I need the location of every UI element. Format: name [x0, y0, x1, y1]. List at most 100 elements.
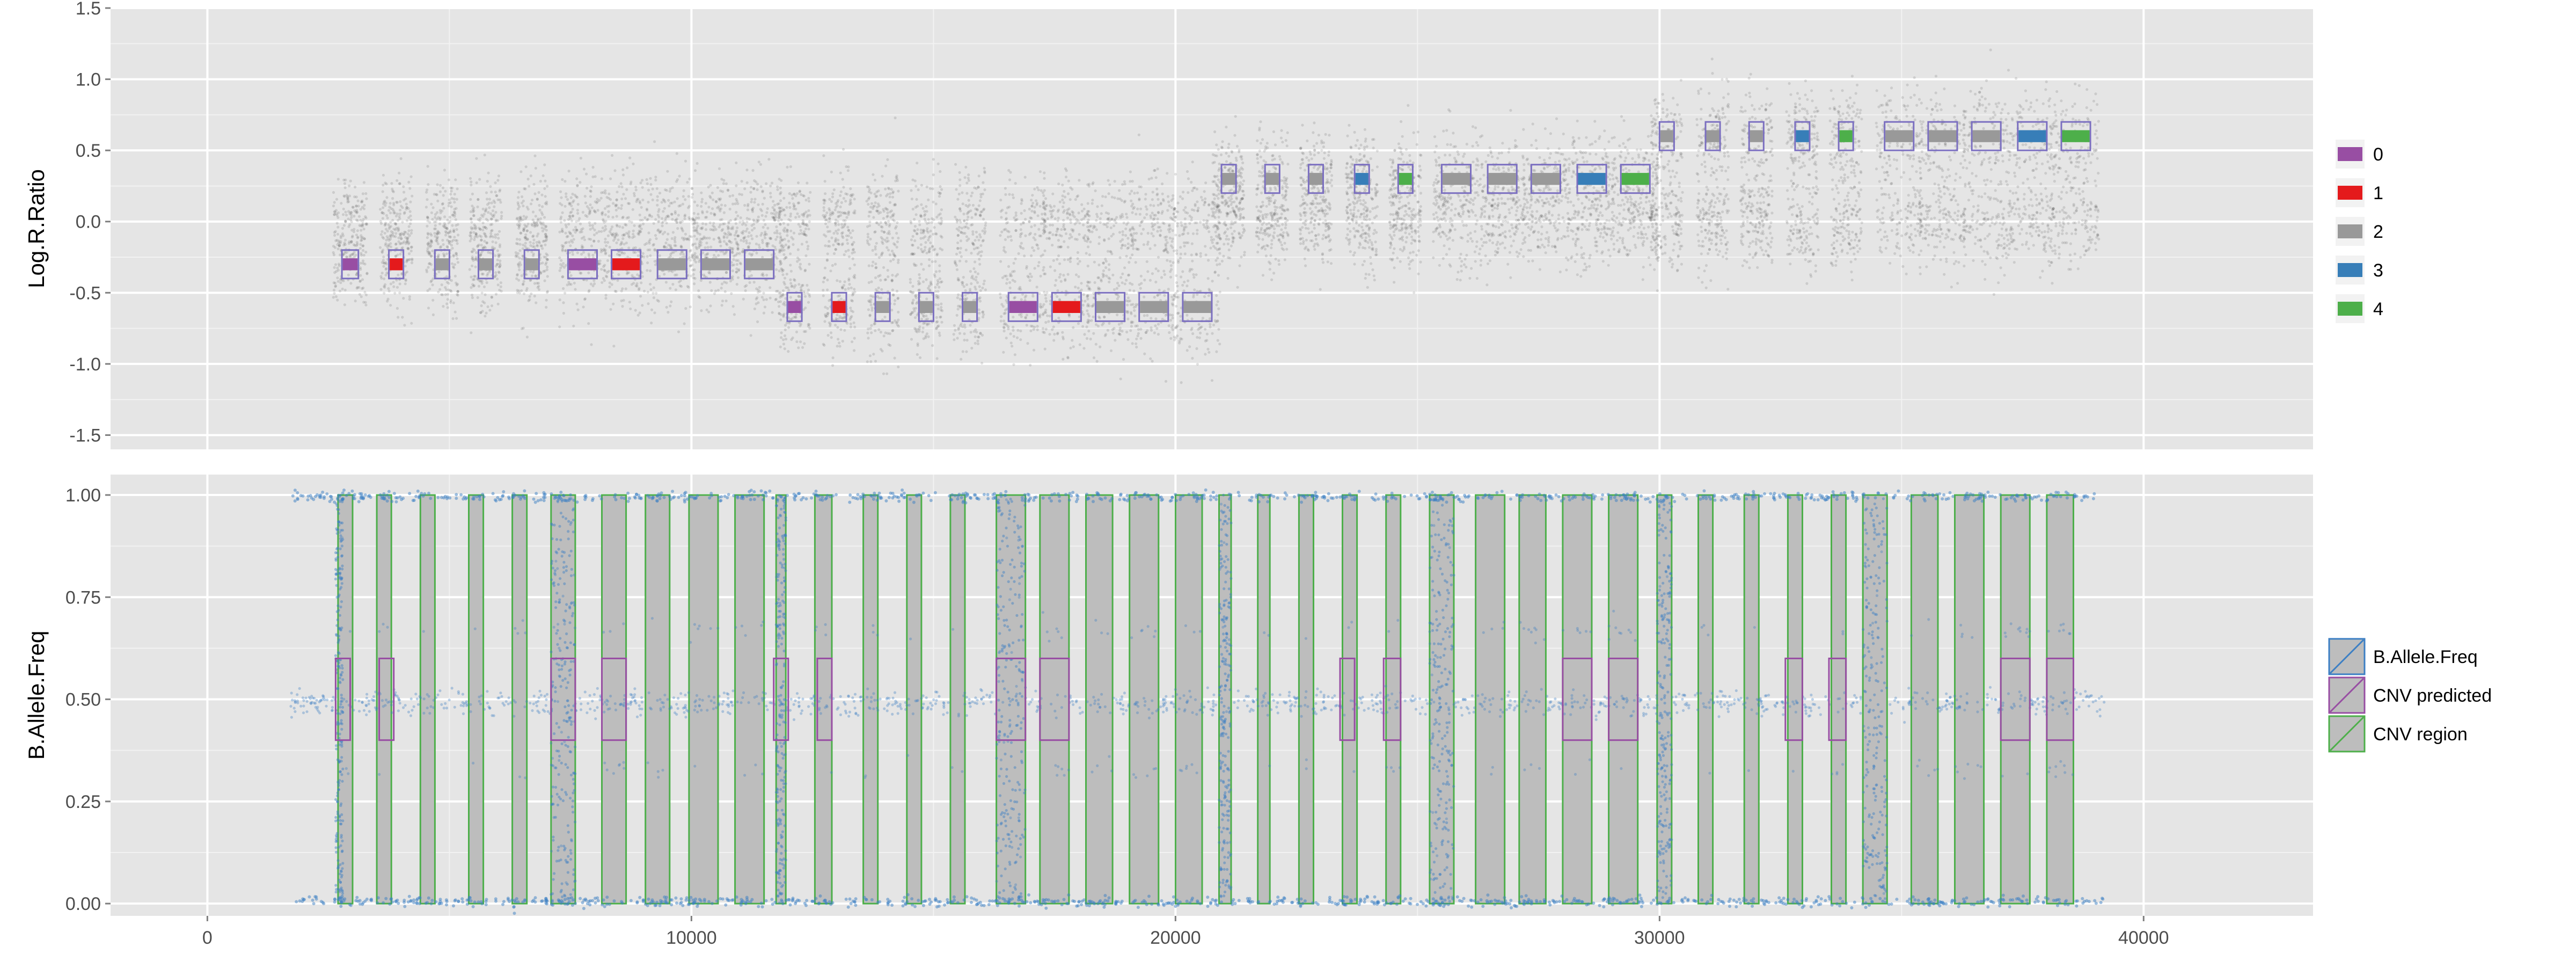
- lrr-point: [852, 310, 854, 313]
- lrr-point: [440, 212, 442, 214]
- lrr-point: [445, 252, 448, 255]
- lrr-point: [848, 267, 851, 270]
- lrr-point: [649, 193, 652, 196]
- lrr-point: [895, 176, 897, 179]
- lrr-point: [886, 158, 889, 161]
- lrr-point: [919, 356, 921, 359]
- lrr-point: [654, 218, 657, 221]
- lrr-point: [356, 220, 359, 222]
- lrr-point: [593, 209, 596, 212]
- lrr-point: [702, 273, 705, 276]
- lrr-point: [782, 303, 785, 305]
- lrr-point: [656, 187, 658, 190]
- lrr-point: [894, 203, 897, 206]
- lrr-point: [532, 210, 535, 213]
- lrr-point: [974, 208, 977, 210]
- lrr-point: [736, 263, 738, 266]
- lrr-point: [561, 248, 564, 251]
- lrr-point: [623, 252, 626, 254]
- lrr-point: [1086, 184, 1089, 186]
- lrr-point: [336, 233, 339, 236]
- lrr-point: [526, 238, 529, 241]
- lrr-point: [1168, 331, 1170, 334]
- lrr-point: [969, 270, 972, 273]
- lrr-point: [447, 298, 449, 301]
- lrr-point: [979, 254, 982, 257]
- lrr-point: [1095, 343, 1097, 346]
- lrr-point: [1082, 237, 1085, 240]
- lrr-point: [442, 243, 445, 246]
- lrr-point: [1097, 264, 1100, 266]
- lrr-point: [850, 323, 852, 325]
- lrr-point: [779, 193, 781, 195]
- lrr-point: [846, 238, 848, 241]
- lrr-point: [869, 327, 872, 330]
- lrr-point: [939, 334, 941, 337]
- lrr-point: [894, 319, 896, 322]
- lrr-point: [1003, 326, 1006, 329]
- lrr-point: [655, 237, 657, 240]
- lrr-point: [620, 300, 623, 302]
- lrr-point: [753, 198, 756, 200]
- lrr-point: [1029, 216, 1031, 219]
- lrr-point: [881, 175, 883, 178]
- lrr-point: [852, 248, 855, 251]
- lrr-point: [481, 292, 484, 294]
- lrr-point: [939, 316, 942, 318]
- lrr-point: [778, 249, 781, 251]
- lrr-point: [409, 222, 412, 225]
- lrr-point: [358, 224, 361, 227]
- lrr-point: [823, 320, 826, 323]
- lrr-point: [1139, 208, 1142, 210]
- lrr-point: [336, 222, 339, 224]
- lrr-point: [1124, 200, 1126, 202]
- lrr-point: [803, 292, 806, 295]
- lrr-point: [927, 218, 930, 221]
- lrr-point: [1051, 193, 1054, 195]
- lrr-point: [1107, 329, 1109, 332]
- lrr-point: [681, 256, 684, 259]
- lrr-point: [1205, 253, 1208, 256]
- lrr-point: [758, 286, 761, 289]
- lrr-point: [771, 181, 773, 184]
- lrr-point: [713, 254, 715, 257]
- lrr-point: [588, 289, 590, 292]
- lrr-point: [536, 245, 539, 247]
- lrr-point: [634, 309, 637, 311]
- lrr-point: [452, 230, 455, 232]
- lrr-point: [736, 283, 738, 286]
- lrr-point: [398, 172, 400, 174]
- lrr-point: [724, 290, 727, 293]
- lrr-point: [724, 204, 727, 207]
- lrr-point: [837, 229, 840, 231]
- lrr-point: [958, 226, 961, 229]
- lrr-point: [747, 235, 750, 238]
- lrr-point: [887, 269, 889, 272]
- lrr-point: [387, 209, 390, 212]
- lrr-point: [852, 257, 854, 260]
- lrr-point: [782, 289, 785, 292]
- lrr-point: [954, 329, 956, 332]
- lrr-point: [521, 327, 523, 330]
- lrr-point: [516, 217, 518, 220]
- lrr-point: [566, 236, 568, 238]
- lrr-point: [1037, 228, 1040, 231]
- lrr-point: [804, 295, 807, 298]
- lrr-point: [586, 215, 588, 218]
- lrr-point: [1037, 265, 1040, 267]
- lrr-point: [500, 217, 503, 220]
- lrr-point: [1093, 356, 1095, 359]
- lrr-point: [723, 252, 726, 255]
- lrr-point: [1066, 212, 1069, 214]
- lrr-point: [1040, 235, 1042, 237]
- lrr-point: [778, 269, 781, 272]
- lrr-point: [730, 292, 733, 295]
- lrr-point: [874, 360, 877, 362]
- lrr-point: [1083, 208, 1086, 210]
- lrr-point: [1012, 316, 1014, 318]
- lrr-point: [940, 188, 943, 191]
- lrr-point: [746, 217, 749, 220]
- lrr-point: [1086, 309, 1088, 312]
- lrr-point: [939, 192, 941, 195]
- lrr-point: [806, 241, 808, 243]
